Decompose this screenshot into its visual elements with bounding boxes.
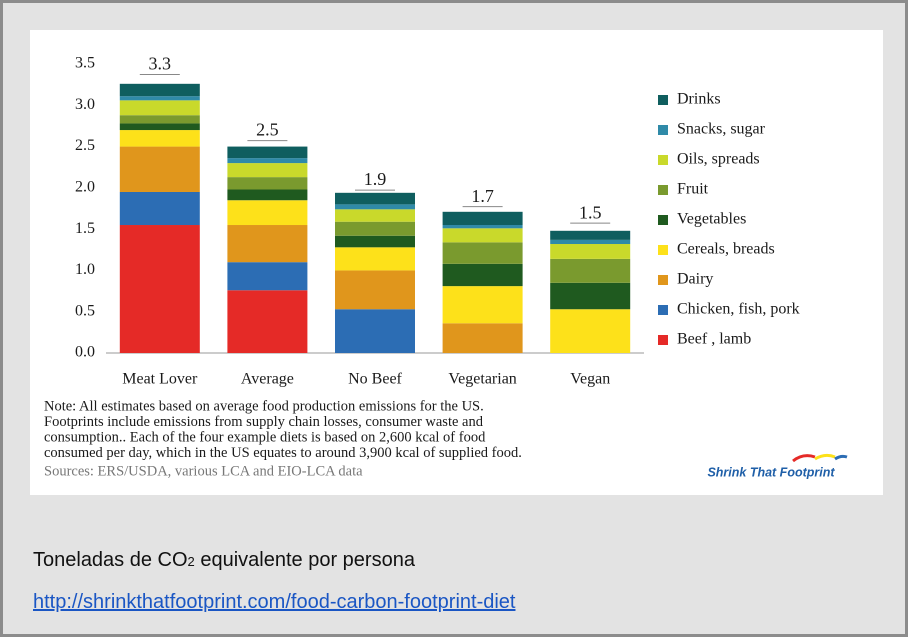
bar-segment bbox=[335, 204, 415, 210]
bar-segment bbox=[550, 239, 631, 245]
bar-segment bbox=[227, 189, 308, 201]
caption-sub: 2 bbox=[187, 554, 195, 569]
legend-swatch bbox=[658, 275, 668, 285]
bar-segment bbox=[119, 130, 200, 147]
legend-swatch bbox=[658, 245, 668, 255]
x-tick-label: No Beef bbox=[348, 371, 402, 388]
bar-segment bbox=[335, 247, 415, 271]
bar-segment bbox=[550, 282, 631, 310]
legend-swatch bbox=[658, 155, 668, 165]
bar-segment bbox=[119, 225, 200, 353]
y-tick-label: 1.0 bbox=[75, 261, 95, 278]
chart-image: 0.0 0.5 1.0 1.5 2.0 2.5 3.0 3.5 3.3 Meat Lover 2.5… bbox=[30, 30, 883, 495]
x-tick-label: Meat Lover bbox=[122, 371, 198, 388]
y-tick-label: 0.5 bbox=[75, 302, 95, 319]
legend-swatch bbox=[658, 185, 668, 195]
legend-label: Dairy bbox=[677, 271, 713, 288]
bar-segment bbox=[335, 235, 415, 248]
y-tick-label: 2.0 bbox=[75, 179, 95, 196]
bar-segment bbox=[227, 177, 308, 190]
bar-segment bbox=[119, 100, 200, 116]
x-tick-label: Average bbox=[241, 371, 294, 388]
legend-swatch bbox=[658, 305, 668, 315]
bar-segment bbox=[335, 270, 415, 310]
bar-segment bbox=[335, 221, 415, 236]
legend-label: Drinks bbox=[677, 91, 721, 108]
bar-segment bbox=[119, 96, 200, 101]
legend-label: Vegetables bbox=[677, 211, 746, 228]
legend-label: Snacks, sugar bbox=[677, 121, 766, 138]
bar-segment bbox=[442, 323, 523, 353]
caption: Toneladas de CO2 equivalente por persona… bbox=[33, 540, 515, 622]
y-tick-label: 1.5 bbox=[75, 220, 95, 237]
x-tick-label: Vegan bbox=[570, 371, 610, 388]
bar-segment bbox=[442, 263, 523, 287]
bar-segment bbox=[119, 146, 200, 192]
bar-segment bbox=[119, 123, 200, 131]
legend-label: Oils, spreads bbox=[677, 151, 760, 168]
bar-segment bbox=[335, 309, 415, 353]
y-tick-label: 3.0 bbox=[75, 96, 95, 113]
total-label: 1.5 bbox=[579, 202, 602, 222]
y-tick-label: 3.5 bbox=[75, 55, 95, 72]
bar-segment bbox=[227, 163, 308, 178]
bar-segment bbox=[442, 228, 523, 243]
legend-swatch bbox=[658, 95, 668, 105]
note-line: consumed per day, which in the US equate… bbox=[44, 445, 522, 461]
logo-arcs bbox=[792, 453, 848, 463]
y-tick-label: 0.0 bbox=[75, 344, 95, 361]
sources: Sources: ERS/USDA, various LCA and EIO-L… bbox=[44, 463, 363, 479]
bar-segment bbox=[442, 225, 523, 229]
legend-swatch bbox=[658, 335, 668, 345]
caption-text: Toneladas de CO bbox=[33, 549, 188, 571]
bar-segment bbox=[550, 258, 631, 283]
caption-line: Toneladas de CO2 equivalente por persona bbox=[33, 540, 515, 582]
bar-segment bbox=[119, 115, 200, 124]
bar-segment bbox=[335, 209, 415, 222]
note-line: Footprints include emissions from supply… bbox=[44, 414, 484, 430]
x-tick-label: Vegetarian bbox=[448, 371, 516, 388]
bar-segment bbox=[442, 286, 523, 324]
bar-segment bbox=[550, 244, 631, 259]
caption-text: equivalente por persona bbox=[194, 549, 415, 571]
legend-label: Beef , lamb bbox=[677, 331, 751, 348]
y-tick-label: 2.5 bbox=[75, 137, 95, 154]
legend-label: Cereals, breads bbox=[677, 241, 775, 258]
bar-segment bbox=[227, 200, 308, 226]
legend-label: Chicken, fish, pork bbox=[677, 301, 800, 318]
note-line: Note: All estimates based on average foo… bbox=[44, 398, 484, 414]
bar-segment bbox=[227, 290, 308, 353]
bar-segment bbox=[550, 309, 631, 353]
bar-segment bbox=[227, 158, 308, 164]
note-line: consumption.. Each of the four example d… bbox=[44, 429, 486, 445]
bar-segment bbox=[227, 262, 308, 291]
source-link[interactable]: http://shrinkthatfootprint.com/food-carb… bbox=[33, 591, 516, 613]
bar-segment bbox=[442, 242, 523, 264]
bar-segment bbox=[227, 225, 308, 263]
bar-segment bbox=[442, 211, 523, 226]
bar-segment bbox=[335, 192, 415, 205]
total-label: 3.3 bbox=[149, 54, 172, 74]
legend-label: Fruit bbox=[677, 181, 709, 198]
logo: Shrink That Footprint bbox=[707, 465, 835, 479]
legend-swatch bbox=[658, 125, 668, 135]
bar-segment bbox=[227, 146, 308, 159]
total-label: 1.9 bbox=[364, 169, 387, 189]
total-label: 2.5 bbox=[256, 120, 279, 140]
legend-swatch bbox=[658, 215, 668, 225]
bar-segment bbox=[550, 230, 631, 240]
total-label: 1.7 bbox=[471, 186, 494, 206]
bar-segment bbox=[119, 83, 200, 97]
bar-segment bbox=[119, 191, 200, 226]
